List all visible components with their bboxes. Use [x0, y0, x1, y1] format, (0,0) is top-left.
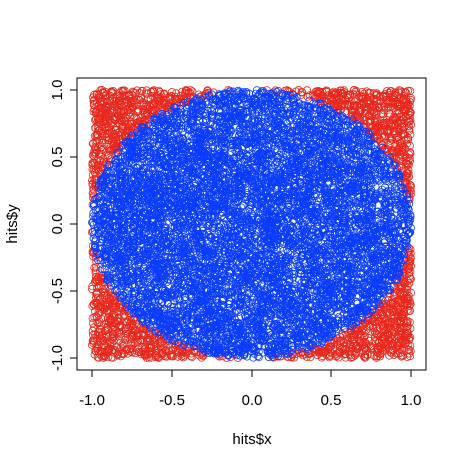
outside-point: [91, 251, 100, 260]
outside-point: [94, 316, 103, 325]
outside-point: [400, 87, 409, 96]
outside-point: [117, 124, 126, 133]
outside-point: [349, 86, 358, 95]
outside-point: [406, 347, 415, 356]
outside-point: [368, 112, 377, 121]
outside-point: [341, 328, 350, 337]
outside-point: [378, 300, 387, 309]
outside-point: [147, 105, 156, 114]
outside-point: [110, 304, 119, 313]
outside-point: [387, 317, 396, 326]
outside-point: [105, 144, 114, 153]
outside-point: [131, 349, 140, 358]
series-outside-points: [88, 86, 415, 362]
outside-point: [99, 353, 108, 362]
outside-point: [88, 282, 97, 291]
outside-point: [114, 327, 123, 336]
outside-point: [396, 86, 405, 95]
outside-point: [91, 272, 100, 281]
outside-point: [405, 318, 414, 327]
outside-point: [182, 349, 191, 358]
